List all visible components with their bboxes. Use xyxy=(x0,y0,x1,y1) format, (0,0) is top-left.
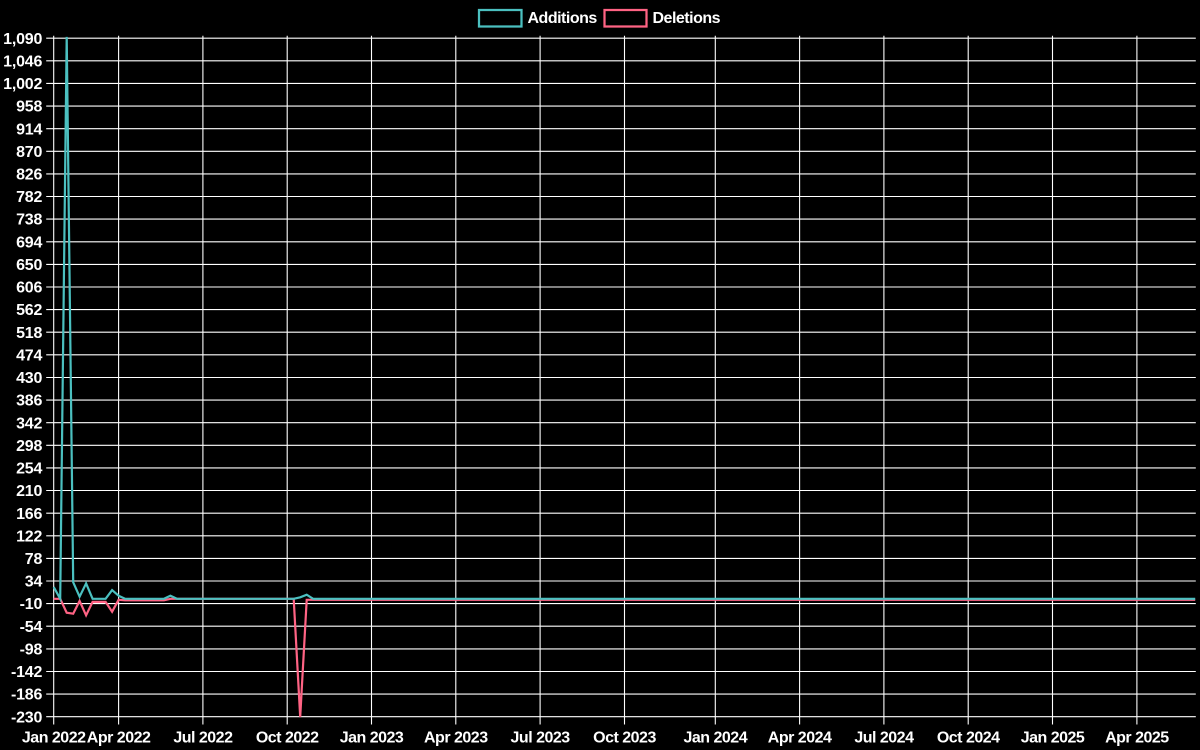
svg-text:Jul 2022: Jul 2022 xyxy=(173,730,233,747)
svg-text:-230: -230 xyxy=(11,709,43,726)
svg-text:Oct 2022: Oct 2022 xyxy=(256,730,319,747)
svg-text:518: 518 xyxy=(16,325,42,342)
svg-text:870: 870 xyxy=(16,144,42,161)
svg-text:-186: -186 xyxy=(11,687,43,704)
svg-text:-54: -54 xyxy=(20,619,43,636)
svg-text:254: 254 xyxy=(16,461,42,478)
svg-text:430: 430 xyxy=(16,370,42,387)
svg-text:-10: -10 xyxy=(20,596,43,613)
svg-text:1,002: 1,002 xyxy=(3,76,42,93)
svg-text:Jan 2022: Jan 2022 xyxy=(22,730,86,747)
svg-text:Apr 2022: Apr 2022 xyxy=(87,730,151,747)
svg-text:210: 210 xyxy=(16,483,42,500)
svg-text:Oct 2023: Oct 2023 xyxy=(593,730,656,747)
svg-text:166: 166 xyxy=(16,506,42,523)
svg-text:Apr 2025: Apr 2025 xyxy=(1105,730,1169,747)
svg-text:474: 474 xyxy=(16,347,42,364)
svg-text:1,046: 1,046 xyxy=(3,53,42,70)
svg-text:-142: -142 xyxy=(11,664,43,681)
svg-text:298: 298 xyxy=(16,438,42,455)
svg-text:914: 914 xyxy=(16,121,42,138)
svg-text:Jan 2025: Jan 2025 xyxy=(1021,730,1085,747)
svg-text:738: 738 xyxy=(16,212,42,229)
svg-text:Jul 2023: Jul 2023 xyxy=(511,730,571,747)
svg-text:606: 606 xyxy=(16,280,42,297)
svg-text:Jan 2024: Jan 2024 xyxy=(683,730,747,747)
svg-text:342: 342 xyxy=(16,415,42,432)
svg-text:650: 650 xyxy=(16,257,42,274)
svg-text:958: 958 xyxy=(16,99,42,116)
svg-text:-98: -98 xyxy=(20,642,43,659)
svg-text:122: 122 xyxy=(16,528,42,545)
svg-text:Apr 2024: Apr 2024 xyxy=(768,730,832,747)
svg-text:Apr 2023: Apr 2023 xyxy=(424,730,488,747)
svg-text:Jan 2023: Jan 2023 xyxy=(340,730,404,747)
svg-text:1,090: 1,090 xyxy=(3,31,42,48)
svg-text:Additions: Additions xyxy=(528,10,598,27)
svg-text:694: 694 xyxy=(16,234,42,251)
svg-text:Oct 2024: Oct 2024 xyxy=(937,730,1000,747)
svg-text:Jul 2024: Jul 2024 xyxy=(854,730,914,747)
svg-text:Deletions: Deletions xyxy=(653,10,721,27)
svg-text:78: 78 xyxy=(25,551,43,568)
svg-text:386: 386 xyxy=(16,393,42,410)
svg-text:826: 826 xyxy=(16,167,42,184)
svg-text:562: 562 xyxy=(16,302,42,319)
svg-text:34: 34 xyxy=(25,574,43,591)
svg-text:782: 782 xyxy=(16,189,42,206)
